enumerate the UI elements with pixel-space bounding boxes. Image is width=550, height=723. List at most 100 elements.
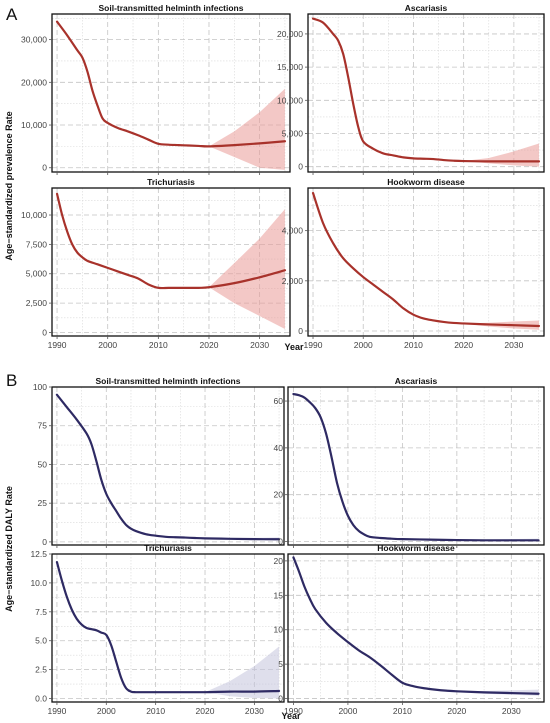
panel-title: Ascariasis [395, 376, 438, 386]
chart-panel-prev-sth: 0 10,000 20,000 30,000 Soil-transmitted helm… [21, 3, 291, 175]
x-tick-label: 2000 [97, 706, 116, 716]
y-tick-label: 4,000 [282, 226, 304, 236]
x-tick-label: 2030 [502, 706, 521, 716]
y-tick-label: 25 [38, 498, 48, 508]
panel-title: Hookworm disease [377, 543, 455, 553]
section-a-ylabel: Age−standardized prevalence Rate [4, 111, 14, 260]
chart-panel-daly-asc: 0 20 40 60 Ascariasis [274, 376, 545, 548]
y-tick-label: 20 [274, 490, 284, 500]
series-line [55, 560, 281, 694]
chart-panels: 0 10,000 20,000 30,000 Soil-transmitted helm… [21, 3, 545, 716]
chart-panel-daly-hook: 0 5 10 15 20 1990 2000 2010 2020 2030 Hookworm dis… [274, 543, 545, 716]
x-tick-label: 2020 [447, 706, 466, 716]
x-tick-label: 2000 [338, 706, 357, 716]
x-tick-label: 2010 [149, 340, 168, 350]
y-tick-label: 75 [38, 421, 48, 431]
series-line [292, 556, 540, 695]
x-tick-label: 2020 [454, 340, 473, 350]
y-tick-label: 0 [278, 536, 283, 546]
y-tick-label: 0 [298, 162, 303, 172]
x-tick-label: 2020 [200, 340, 219, 350]
y-tick-label: 10,000 [21, 210, 47, 220]
y-tick-label: 0.0 [35, 694, 47, 704]
series-line [311, 17, 541, 163]
y-tick-label: 5,000 [26, 269, 48, 279]
section-a-letter: A [6, 5, 18, 24]
x-tick-label: 2010 [404, 340, 423, 350]
forecast-uncertainty-band [463, 143, 539, 167]
x-tick-label: 2000 [98, 340, 117, 350]
y-tick-label: 2,000 [282, 276, 304, 286]
y-tick-label: 2.5 [35, 665, 47, 675]
panel-title: Hookworm disease [387, 177, 465, 187]
y-tick-label: 20 [274, 556, 284, 566]
series-line [55, 393, 281, 541]
x-tick-label: 1990 [284, 706, 303, 716]
y-tick-label: 2,500 [26, 298, 48, 308]
chart-panel-prev-asc: 0 5,000 10,000 15,000 20,000 Ascariasis [277, 3, 545, 175]
section-b-xlabel: Year [281, 711, 301, 721]
y-tick-label: 10,000 [21, 120, 47, 130]
y-tick-label: 15,000 [277, 62, 303, 72]
y-tick-label: 20,000 [21, 77, 47, 87]
panel-frame [51, 553, 285, 703]
series-line [55, 20, 287, 148]
forecast-uncertainty-band [208, 209, 285, 329]
y-tick-label: 50 [38, 459, 48, 469]
x-tick-label: 2010 [146, 706, 165, 716]
x-tick-label: 2020 [196, 706, 215, 716]
section-a-xlabel: Year [284, 342, 304, 352]
x-tick-label: 1990 [304, 340, 323, 350]
panel-title: Trichuriasis [144, 543, 192, 553]
panel-frame [51, 187, 291, 337]
panel-frame [51, 13, 291, 173]
section-b-letter: B [6, 371, 17, 390]
x-tick-label: 2010 [393, 706, 412, 716]
chart-panel-prev-tri: 0 2,500 5,000 7,500 10,000 1990 2000 2010 2020 20… [21, 177, 291, 350]
panel-title: Soil-transmitted helminth infections [99, 3, 244, 13]
y-tick-label: 0 [42, 163, 47, 173]
series-line [55, 192, 287, 290]
x-tick-label: 1990 [48, 340, 67, 350]
y-tick-label: 10.0 [30, 578, 47, 588]
y-tick-label: 20,000 [277, 29, 303, 39]
panel-frame [51, 386, 285, 546]
panel-frame [287, 553, 545, 703]
x-tick-label: 2030 [504, 340, 523, 350]
y-tick-label: 10 [274, 625, 284, 635]
y-tick-label: 0 [42, 537, 47, 547]
chart-panel-daly-sth: 0 25 50 75 100 Soil-transmitted helminth infe… [33, 376, 285, 548]
y-tick-label: 15 [274, 590, 284, 600]
x-tick-label: 2030 [245, 706, 264, 716]
y-tick-label: 30,000 [21, 35, 47, 45]
y-tick-label: 10,000 [277, 95, 303, 105]
y-tick-label: 5.0 [35, 636, 47, 646]
panel-frame [307, 13, 545, 173]
panel-title: Trichuriasis [147, 177, 195, 187]
series-line [292, 392, 540, 542]
chart-panel-prev-hook: 0 2,000 4,000 1990 2000 2010 2020 2030 Hookworm … [282, 177, 545, 350]
y-tick-label: 12.5 [30, 549, 47, 559]
x-tick-label: 2030 [250, 340, 269, 350]
y-tick-label: 0 [298, 326, 303, 336]
series-line [311, 191, 541, 328]
y-tick-label: 0 [278, 694, 283, 704]
panel-frame [307, 187, 545, 337]
y-tick-label: 100 [33, 382, 47, 392]
y-tick-label: 5 [278, 659, 283, 669]
forecast-uncertainty-band [208, 88, 285, 170]
section-b-ylabel: Age−standardized DALY Rate [4, 486, 14, 612]
y-tick-label: 7.5 [35, 607, 47, 617]
panel-title: Ascariasis [405, 3, 448, 13]
forecast-uncertainty-band [205, 646, 280, 699]
x-tick-label: 1990 [47, 706, 66, 716]
y-tick-label: 0 [42, 327, 47, 337]
y-tick-label: 40 [274, 443, 284, 453]
panel-title: Soil-transmitted helminth infections [96, 376, 241, 386]
y-tick-label: 5,000 [282, 128, 304, 138]
y-tick-label: 60 [274, 396, 284, 406]
panel-frame [287, 386, 545, 546]
x-tick-label: 2000 [354, 340, 373, 350]
